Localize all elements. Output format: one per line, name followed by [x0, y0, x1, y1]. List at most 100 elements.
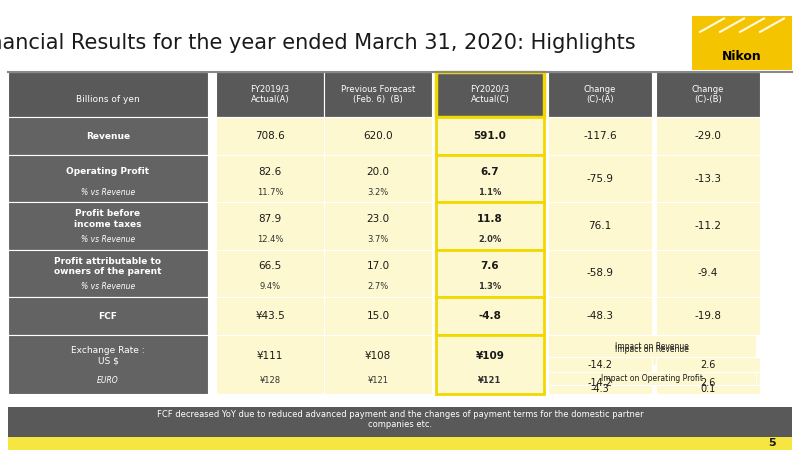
Text: 11.7%: 11.7%: [257, 188, 283, 197]
Text: 1.3%: 1.3%: [478, 282, 502, 291]
Text: ¥108: ¥108: [365, 351, 391, 361]
FancyBboxPatch shape: [216, 297, 324, 335]
FancyBboxPatch shape: [216, 117, 324, 155]
Text: Operating Profit: Operating Profit: [66, 167, 150, 176]
FancyBboxPatch shape: [548, 364, 652, 394]
Text: -9.4: -9.4: [698, 268, 718, 279]
FancyBboxPatch shape: [548, 250, 652, 297]
Text: Nikon: Nikon: [722, 50, 762, 63]
FancyBboxPatch shape: [324, 155, 432, 202]
FancyBboxPatch shape: [216, 202, 324, 250]
Text: 66.5: 66.5: [258, 261, 282, 271]
FancyBboxPatch shape: [656, 202, 760, 250]
Text: FY2020/3
Actual(C): FY2020/3 Actual(C): [470, 85, 510, 104]
Text: 2.6: 2.6: [700, 360, 716, 369]
Text: ¥121: ¥121: [367, 376, 389, 385]
Text: 591.0: 591.0: [474, 131, 506, 141]
Text: EURO: EURO: [97, 376, 119, 385]
FancyBboxPatch shape: [656, 117, 760, 155]
FancyBboxPatch shape: [436, 117, 544, 155]
FancyBboxPatch shape: [8, 72, 208, 117]
Text: -14.2: -14.2: [587, 360, 613, 369]
FancyBboxPatch shape: [324, 335, 432, 394]
Text: -13.3: -13.3: [694, 174, 722, 184]
Text: 620.0: 620.0: [363, 131, 393, 141]
FancyBboxPatch shape: [216, 72, 324, 117]
FancyBboxPatch shape: [324, 297, 432, 335]
Text: 17.0: 17.0: [366, 261, 390, 271]
Text: 87.9: 87.9: [258, 214, 282, 224]
Text: -4.8: -4.8: [478, 311, 502, 321]
FancyBboxPatch shape: [656, 297, 760, 335]
Text: 76.1: 76.1: [588, 221, 612, 231]
Text: 7.6: 7.6: [481, 261, 499, 271]
FancyBboxPatch shape: [548, 117, 652, 155]
FancyBboxPatch shape: [216, 155, 324, 202]
Text: Billions of yen: Billions of yen: [76, 94, 140, 104]
FancyBboxPatch shape: [656, 72, 760, 117]
FancyBboxPatch shape: [216, 250, 324, 297]
FancyBboxPatch shape: [8, 202, 208, 250]
FancyBboxPatch shape: [436, 250, 544, 297]
Text: ¥121: ¥121: [478, 376, 502, 385]
Text: % vs Revenue: % vs Revenue: [81, 235, 135, 244]
FancyBboxPatch shape: [436, 72, 544, 117]
FancyBboxPatch shape: [548, 335, 756, 364]
Text: -14.2: -14.2: [587, 378, 613, 388]
Text: -117.6: -117.6: [583, 131, 617, 141]
Text: Exchange Rate :
US $: Exchange Rate : US $: [71, 346, 145, 365]
FancyBboxPatch shape: [8, 436, 792, 450]
FancyBboxPatch shape: [324, 202, 432, 250]
FancyBboxPatch shape: [436, 202, 544, 250]
Text: -4.3: -4.3: [590, 384, 610, 394]
Text: Financial Results for the year ended March 31, 2020: Highlights: Financial Results for the year ended Mar…: [0, 33, 635, 53]
FancyBboxPatch shape: [548, 297, 652, 335]
Text: FCF decreased YoY due to reduced advanced payment and the changes of payment ter: FCF decreased YoY due to reduced advance…: [157, 410, 643, 429]
FancyBboxPatch shape: [8, 297, 208, 335]
FancyBboxPatch shape: [436, 297, 544, 335]
FancyBboxPatch shape: [548, 385, 652, 394]
FancyBboxPatch shape: [548, 335, 756, 357]
Text: -75.9: -75.9: [586, 174, 614, 184]
Text: 6.7: 6.7: [481, 167, 499, 177]
Text: ¥111: ¥111: [257, 351, 283, 361]
FancyBboxPatch shape: [8, 155, 208, 202]
Text: -48.3: -48.3: [586, 311, 614, 321]
FancyBboxPatch shape: [656, 364, 760, 394]
Text: Impact on Revenue: Impact on Revenue: [615, 346, 689, 355]
FancyBboxPatch shape: [436, 335, 544, 394]
Text: 9.4%: 9.4%: [259, 282, 281, 291]
FancyBboxPatch shape: [8, 407, 792, 436]
FancyBboxPatch shape: [324, 117, 432, 155]
Text: ¥128: ¥128: [259, 376, 281, 385]
FancyBboxPatch shape: [548, 357, 652, 372]
Text: Impact on Operating Profit: Impact on Operating Profit: [601, 374, 703, 383]
FancyBboxPatch shape: [436, 155, 544, 202]
FancyBboxPatch shape: [548, 372, 756, 385]
Text: 708.6: 708.6: [255, 131, 285, 141]
Text: ¥43.5: ¥43.5: [255, 311, 285, 321]
Text: FCF: FCF: [98, 311, 118, 320]
FancyBboxPatch shape: [692, 16, 792, 70]
FancyBboxPatch shape: [656, 155, 760, 202]
Text: -29.0: -29.0: [694, 131, 722, 141]
FancyBboxPatch shape: [656, 385, 760, 394]
Text: 23.0: 23.0: [366, 214, 390, 224]
FancyBboxPatch shape: [548, 72, 652, 117]
Text: -11.2: -11.2: [694, 221, 722, 231]
Text: 3.2%: 3.2%: [367, 188, 389, 197]
Text: Change
(C)-(B): Change (C)-(B): [692, 85, 724, 104]
FancyBboxPatch shape: [216, 335, 324, 394]
Text: Profit before
income taxes: Profit before income taxes: [74, 209, 142, 229]
Text: 15.0: 15.0: [366, 311, 390, 321]
Text: FY2019/3
Actual(A): FY2019/3 Actual(A): [250, 85, 290, 104]
Text: % vs Revenue: % vs Revenue: [81, 188, 135, 197]
FancyBboxPatch shape: [548, 202, 652, 250]
Text: -19.8: -19.8: [694, 311, 722, 321]
FancyBboxPatch shape: [656, 357, 760, 372]
Text: % vs Revenue: % vs Revenue: [81, 282, 135, 291]
FancyBboxPatch shape: [324, 250, 432, 297]
Text: 3.7%: 3.7%: [367, 235, 389, 244]
FancyBboxPatch shape: [548, 335, 652, 394]
Text: Previous Forecast
(Feb. 6)  (B): Previous Forecast (Feb. 6) (B): [341, 85, 415, 104]
